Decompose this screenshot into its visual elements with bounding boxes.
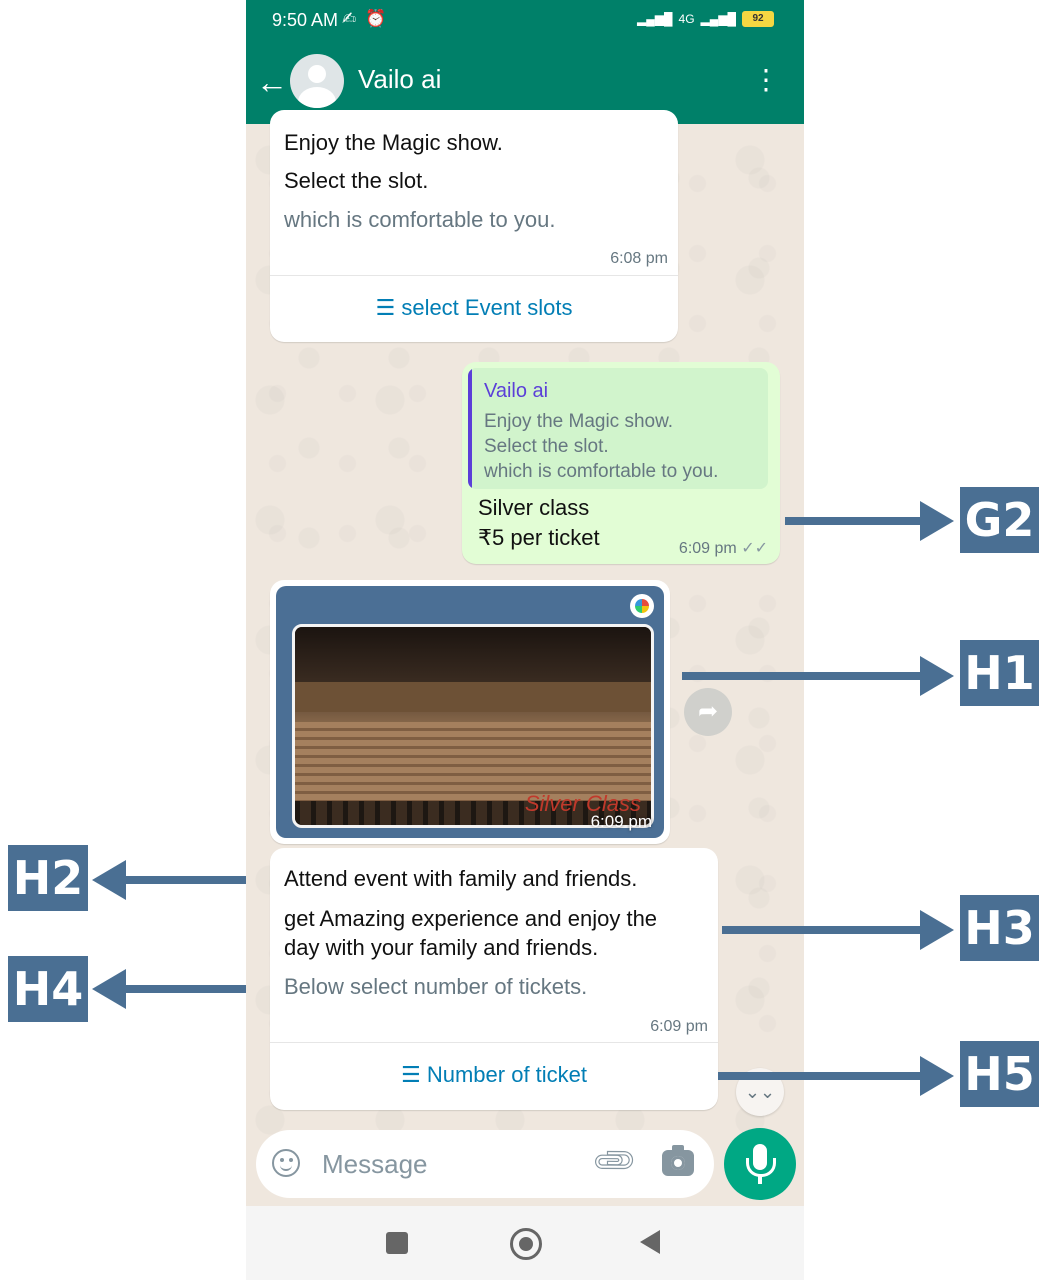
photo-seats (295, 722, 651, 812)
quote-line: Enjoy the Magic show. (484, 411, 674, 432)
reply-message-silver-class: Vailo ai Enjoy the Magic show. Select th… (462, 362, 780, 564)
arrow-g2-head (920, 501, 954, 541)
message-body: Select the slot. (284, 168, 429, 193)
arrow-h4 (122, 985, 246, 993)
mic-button[interactable] (724, 1128, 796, 1200)
message-time: 6:08 pm (610, 250, 668, 267)
arrow-h1-head (920, 656, 954, 696)
quoted-message[interactable]: Vailo ai Enjoy the Magic show. Select th… (468, 368, 768, 489)
back-arrow-icon[interactable]: ← (256, 64, 288, 100)
message-time: 6:09 pm ✓✓ (679, 538, 768, 558)
label-h3: H3 (960, 895, 1039, 961)
arrow-g2 (785, 517, 925, 525)
quote-bar (468, 368, 472, 489)
forward-icon[interactable]: ➦ (684, 688, 732, 736)
quote-line: which is comfortable to you. (484, 461, 719, 482)
avatar-body (298, 87, 336, 108)
back-icon[interactable] (640, 1230, 660, 1254)
message-body: get Amazing experience and enjoy the (284, 906, 658, 931)
label-h2: H2 (8, 845, 88, 911)
photo-rail (295, 801, 651, 825)
interactive-message-number-of-ticket: Attend event with family and friends. ge… (270, 848, 718, 1110)
time-text: 6:09 pm (678, 540, 737, 557)
interactive-message-event-slots: Enjoy the Magic show. Select the slot. w… (270, 110, 678, 342)
arrow-h3 (722, 926, 925, 934)
reply-line-2: ₹5 per ticket (478, 525, 600, 550)
photo-stage (295, 682, 651, 712)
status-time: 9:50 AM (272, 10, 339, 30)
battery-icon: 92 (742, 11, 774, 27)
attach-icon[interactable]: 📎︎ (589, 1136, 641, 1187)
message-title: Enjoy the Magic show. (284, 130, 503, 155)
quote-sender: Vailo ai (484, 380, 549, 402)
mute-alarm-icons: ✍︎ ⏰ (342, 9, 389, 28)
avatar-head (308, 65, 326, 83)
arrow-h5 (718, 1072, 925, 1080)
arrow-h5-head (920, 1056, 954, 1096)
button-label: Number of ticket (426, 1062, 588, 1087)
network-type: 4G (678, 12, 695, 26)
arrow-h2-head (92, 860, 126, 900)
home-icon[interactable] (510, 1228, 542, 1260)
read-ticks-icon: ✓✓ (741, 540, 768, 557)
arrow-h4-head (92, 969, 126, 1009)
bubble-divider (270, 275, 678, 276)
status-bar: 9:50 AM ✍︎ ⏰ ▂▄▆█ 4G ▂▄▆█ 92 (246, 0, 804, 44)
camera-icon[interactable] (662, 1145, 694, 1176)
status-right: ▂▄▆█ 4G ▂▄▆█ 92 (637, 11, 774, 27)
photo-caption: Silver Class (524, 791, 641, 816)
list-icon: ☰ (400, 1062, 421, 1087)
mic-icon-cup (746, 1158, 776, 1177)
image-card[interactable]: Silver Class 6:09 pm (276, 586, 664, 838)
message-title: Attend event with family and friends. (284, 866, 638, 891)
label-h4: H4 (8, 956, 88, 1022)
auditorium-photo[interactable]: Silver Class (292, 624, 654, 828)
message-footer: Below select number of tickets. (284, 974, 588, 999)
app-logo-icon (630, 594, 654, 618)
reply-line-1: Silver class (478, 495, 590, 520)
arrow-h2 (122, 876, 246, 884)
message-body: day with your family and friends. (284, 935, 599, 960)
select-event-slots-button[interactable]: ☰ select Event slots (270, 295, 678, 321)
arrow-h3-head (920, 910, 954, 950)
bubble-divider (270, 1042, 718, 1043)
message-footer: which is comfortable to you. (284, 207, 556, 232)
label-h1: H1 (960, 640, 1039, 706)
emoji-icon[interactable] (272, 1149, 300, 1177)
contact-name[interactable]: Vailo ai (358, 64, 442, 94)
message-time: 6:09 pm (590, 812, 652, 831)
recents-icon[interactable] (386, 1232, 408, 1254)
button-label: select Event slots (401, 295, 573, 320)
avatar[interactable] (290, 54, 344, 108)
image-message: Silver Class 6:09 pm (270, 580, 670, 844)
quote-line: Select the slot. (484, 436, 609, 457)
phone-screen: 9:50 AM ✍︎ ⏰ ▂▄▆█ 4G ▂▄▆█ 92 ← Vailo ai … (246, 0, 804, 1280)
mic-icon-stem (758, 1176, 762, 1184)
message-input[interactable] (320, 1148, 564, 1181)
more-options-icon[interactable]: ⋮ (752, 64, 780, 95)
list-icon: ☰ (375, 295, 396, 320)
number-of-ticket-button[interactable]: ☰ Number of ticket (270, 1062, 718, 1088)
system-nav-bar (246, 1206, 804, 1280)
arrow-h1 (682, 672, 925, 680)
photo-ceiling (295, 627, 651, 687)
signal-icon: ▂▄▆█ (637, 12, 673, 26)
label-g2: G2 (960, 487, 1039, 553)
signal-icon-2: ▂▄▆█ (700, 12, 736, 26)
message-time: 6:09 pm (650, 1018, 708, 1035)
message-composer: 📎︎ (256, 1130, 714, 1198)
label-h5: H5 (960, 1041, 1039, 1107)
